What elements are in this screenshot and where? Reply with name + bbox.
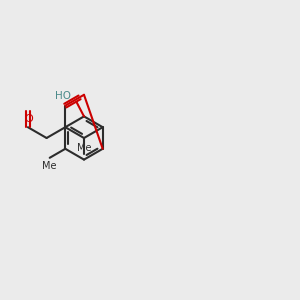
Text: Me: Me [43, 161, 57, 171]
Text: Me: Me [77, 143, 91, 153]
Text: O: O [24, 114, 33, 124]
Text: HO: HO [55, 91, 71, 100]
